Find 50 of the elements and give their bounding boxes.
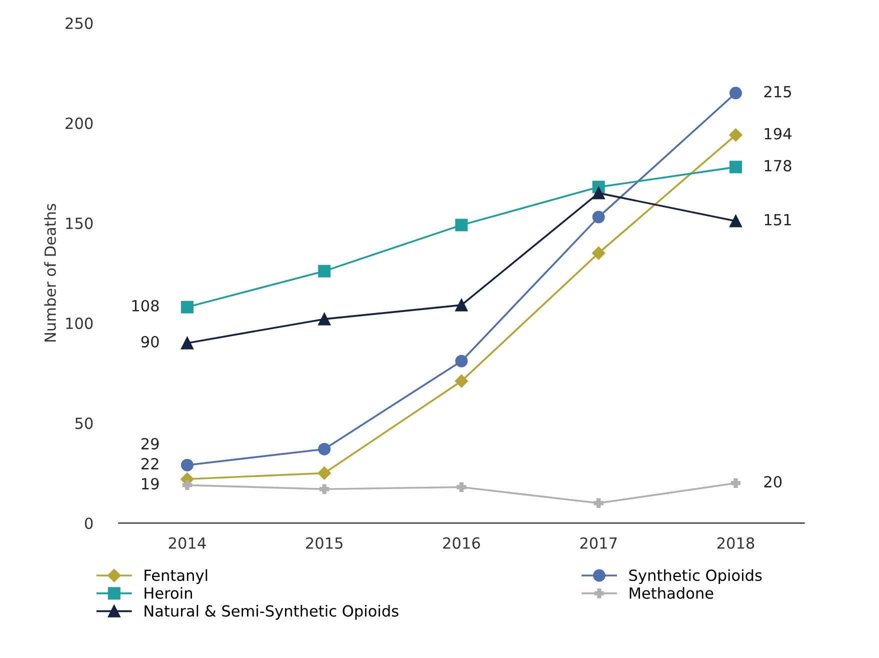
point bbox=[594, 498, 604, 508]
point bbox=[592, 186, 605, 200]
point bbox=[729, 214, 742, 228]
point bbox=[319, 484, 330, 494]
point bbox=[318, 442, 331, 456]
data-label: 194 bbox=[764, 128, 792, 140]
x-tick-label: 2015 bbox=[306, 537, 342, 549]
legend-label: Fentanyl bbox=[144, 569, 208, 584]
point bbox=[454, 374, 468, 388]
data-label: 19 bbox=[142, 478, 159, 490]
y-tick-label: 150 bbox=[66, 218, 93, 230]
point bbox=[729, 160, 742, 174]
x-tick-label: 2016 bbox=[443, 537, 480, 549]
point bbox=[455, 354, 468, 368]
point bbox=[318, 264, 331, 278]
point bbox=[180, 336, 194, 350]
legend-label: Natural & Semi-Synthetic Opioids bbox=[144, 604, 398, 620]
point bbox=[729, 128, 742, 142]
data-label: 29 bbox=[141, 438, 159, 450]
point bbox=[318, 312, 331, 326]
y-axis-title: Number of Deaths bbox=[44, 204, 56, 342]
point bbox=[456, 482, 466, 492]
y-tick-label: 0 bbox=[84, 518, 93, 530]
data-label: 20 bbox=[764, 476, 782, 488]
point bbox=[318, 466, 331, 480]
legend-label: Synthetic Opioids bbox=[629, 569, 762, 584]
point bbox=[592, 246, 606, 260]
legend-label: Heroin bbox=[144, 587, 192, 599]
data-label: 178 bbox=[764, 160, 792, 172]
point bbox=[730, 478, 741, 488]
point bbox=[182, 480, 192, 490]
point bbox=[455, 298, 468, 312]
y-tick-label: 100 bbox=[66, 318, 93, 330]
point bbox=[729, 86, 742, 100]
y-tick-label: 250 bbox=[66, 17, 93, 30]
x-tick-label: 2014 bbox=[168, 537, 206, 549]
data-label: 90 bbox=[141, 336, 159, 348]
y-tick-label: 200 bbox=[66, 118, 93, 130]
data-label: 151 bbox=[764, 214, 791, 226]
legend-label: Methadone bbox=[630, 587, 714, 599]
point bbox=[180, 458, 194, 472]
point bbox=[180, 300, 194, 314]
data-label: 108 bbox=[132, 300, 159, 312]
data-label: 215 bbox=[764, 86, 791, 98]
point bbox=[455, 218, 468, 232]
point bbox=[592, 210, 605, 224]
x-tick-label: 2018 bbox=[717, 537, 754, 549]
data-label: 22 bbox=[141, 458, 158, 470]
y-tick-label: 50 bbox=[75, 418, 93, 430]
x-tick-label: 2017 bbox=[580, 537, 617, 549]
